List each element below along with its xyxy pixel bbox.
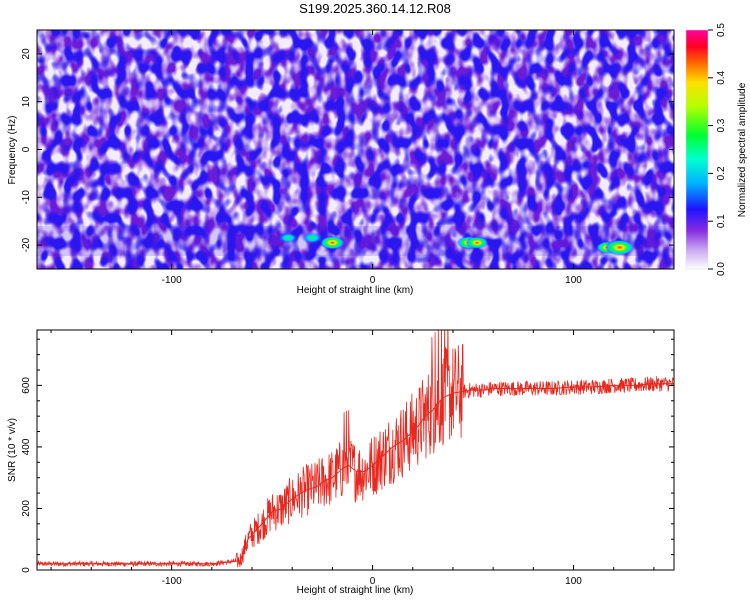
line-xtick-label: 0 bbox=[370, 576, 376, 587]
line-xlabel: Height of straight line (km) bbox=[297, 585, 414, 596]
colorbar-tick-label: 0.1 bbox=[716, 214, 727, 228]
colorbar-frame bbox=[685, 29, 709, 270]
line-ytick-label: 400 bbox=[21, 438, 32, 455]
colorbar-gradient bbox=[686, 30, 708, 269]
heatmap-xlabel: Height of straight line (km) bbox=[297, 285, 414, 296]
hotspot-2 bbox=[319, 235, 346, 250]
heatmap-ylabel: Frequency (Hz) bbox=[7, 116, 18, 185]
line-xtick-label: -100 bbox=[162, 576, 182, 587]
figure-title: S199.2025.360.14.12.R08 bbox=[299, 1, 451, 16]
line-ytick-label: 600 bbox=[21, 377, 32, 394]
hotspot-0 bbox=[277, 232, 299, 244]
line-plot-background bbox=[37, 330, 674, 570]
heat-ytick-label: -20 bbox=[21, 237, 32, 252]
line-plot-frame bbox=[36, 329, 675, 571]
heat-ytick-label: 0 bbox=[21, 146, 32, 152]
line-xtick-label: 100 bbox=[565, 576, 582, 587]
line-ytick-label: 0 bbox=[21, 567, 32, 573]
colorbar-label: Normalized spectral amplitude bbox=[737, 82, 748, 217]
hotspot-1 bbox=[301, 231, 324, 244]
colorbar-tick-label: 0.3 bbox=[716, 118, 727, 132]
heat-ytick-label: 10 bbox=[21, 96, 32, 108]
low-frequency-band bbox=[37, 226, 674, 256]
colorbar-tick-label: 0.2 bbox=[716, 166, 727, 180]
snr-series-line bbox=[37, 383, 674, 565]
heat-xtick-label: 100 bbox=[565, 275, 582, 286]
heat-ytick-label: 20 bbox=[21, 48, 32, 60]
line-ylabel: SNR (10 * v/v) bbox=[7, 418, 18, 482]
colorbar-tick-label: 0.5 bbox=[716, 23, 727, 37]
snr-panel: -100 0 100 0 200 400 600 Height of straight l… bbox=[7, 329, 675, 596]
colorbar-tick-label: 0.0 bbox=[716, 262, 727, 276]
line-ytick-label: 200 bbox=[21, 500, 32, 517]
heat-xtick-label: -100 bbox=[162, 275, 182, 286]
hotspot-4 bbox=[465, 236, 489, 249]
colorbar-tick-label: 0.4 bbox=[716, 70, 727, 84]
hotspot-6 bbox=[604, 239, 635, 256]
heat-ytick-label: -10 bbox=[21, 190, 32, 205]
heat-xtick-label: 0 bbox=[370, 275, 376, 286]
colorbar: 0.0 0.1 0.2 0.3 0.4 0.5 Normalized spectral a… bbox=[685, 23, 748, 276]
heatmap-texture-strong bbox=[37, 30, 674, 269]
